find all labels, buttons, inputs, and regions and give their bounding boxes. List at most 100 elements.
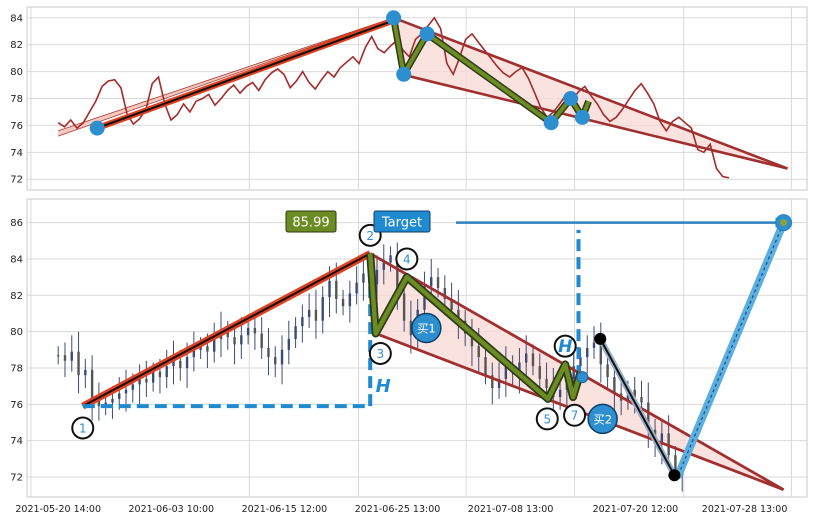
pivot-number-circle-5 bbox=[535, 407, 559, 431]
top-pivot-6 bbox=[574, 109, 590, 125]
x-tick-label-2: 2021-06-15 12:00 bbox=[242, 504, 328, 515]
black-point-1 bbox=[668, 469, 681, 482]
candle-body-16 bbox=[165, 366, 168, 378]
bottom-ytick-80: 80 bbox=[10, 327, 23, 338]
candle-body-36 bbox=[301, 317, 304, 327]
candle-body-54 bbox=[423, 286, 426, 310]
candle-body-50 bbox=[396, 255, 399, 294]
top-ytick-84: 84 bbox=[10, 13, 23, 24]
price-85-99-box bbox=[285, 210, 337, 233]
candle-body-33 bbox=[280, 349, 284, 365]
candle-body-57 bbox=[443, 288, 447, 299]
buy1-marker bbox=[411, 312, 442, 344]
candle-body-47 bbox=[375, 269, 379, 285]
candle-body-82 bbox=[613, 377, 616, 394]
candle-body-87 bbox=[647, 402, 650, 430]
candle-body-19 bbox=[185, 357, 189, 368]
candle-body-39 bbox=[321, 297, 324, 321]
bottom-ytick-86: 86 bbox=[10, 218, 23, 229]
pivot-number-circle-4 bbox=[395, 247, 419, 271]
pivot-number-3: 3 bbox=[377, 347, 385, 361]
candle-body-89 bbox=[660, 433, 664, 445]
target-label-box bbox=[373, 210, 431, 233]
candle-body-10 bbox=[124, 389, 128, 394]
candle-body-91 bbox=[674, 455, 677, 470]
candle-body-56 bbox=[436, 277, 440, 289]
candle-body-62 bbox=[477, 346, 480, 358]
annotation-labels: 85.99 Target bbox=[285, 210, 431, 233]
top-ytick-74: 74 bbox=[10, 148, 23, 159]
candle-body-78 bbox=[586, 348, 589, 358]
bottom-trend-dark bbox=[82, 252, 371, 407]
black-point-0 bbox=[594, 332, 607, 345]
candle-body-8 bbox=[111, 398, 114, 403]
bottom-ytick-76: 76 bbox=[10, 400, 23, 411]
pivot-number-circle-3 bbox=[368, 341, 392, 365]
candle-body-49 bbox=[389, 255, 392, 263]
candle-body-71 bbox=[538, 366, 541, 379]
candle-body-52 bbox=[409, 320, 413, 336]
candle-body-69 bbox=[525, 353, 528, 363]
top-trend-dark bbox=[96, 19, 394, 130]
candle-body-5 bbox=[90, 369, 94, 401]
candle-body-26 bbox=[233, 337, 236, 345]
candle-body-51 bbox=[402, 293, 406, 321]
black-leg-line bbox=[599, 338, 676, 476]
candle-body-27 bbox=[240, 335, 243, 345]
candle-body-61 bbox=[470, 333, 474, 347]
top-price-panel: 72 74 76 78 80 82 84 bbox=[10, 6, 808, 191]
candle-body-68 bbox=[518, 362, 521, 374]
x-tick-label-4: 2021-07-08 13:00 bbox=[468, 504, 554, 515]
candle-body-45 bbox=[362, 273, 365, 283]
candle-body-1 bbox=[63, 355, 67, 361]
candle-body-48 bbox=[382, 262, 385, 270]
buy2-marker bbox=[587, 403, 618, 435]
top-pivot-4 bbox=[543, 115, 559, 131]
x-tick-label-6: 2021-07-28 13:00 bbox=[702, 504, 788, 515]
x-tick-label-0: 2021-05-20 14:00 bbox=[15, 504, 101, 515]
bottom-ytick-74: 74 bbox=[10, 436, 23, 447]
candle-body-81 bbox=[606, 364, 609, 378]
bottom-zigzag-inner bbox=[367, 253, 583, 402]
candle-body-0 bbox=[57, 355, 60, 357]
top-ytick-82: 82 bbox=[10, 40, 23, 51]
top-ytick-80: 80 bbox=[10, 67, 23, 78]
x-tick-label-5: 2021-07-20 12:00 bbox=[593, 504, 679, 515]
candle-body-22 bbox=[206, 346, 209, 352]
candle-body-76 bbox=[572, 366, 575, 379]
candle-body-74 bbox=[558, 389, 562, 398]
candle-body-80 bbox=[599, 342, 603, 365]
candle-body-64 bbox=[491, 375, 494, 388]
x-tick-label-3: 2021-06-25 13:00 bbox=[355, 504, 441, 515]
candle-body-20 bbox=[192, 349, 196, 358]
candle-body-40 bbox=[328, 280, 331, 298]
target-label-text: Target bbox=[381, 216, 422, 231]
bottom-ytick-84: 84 bbox=[10, 254, 23, 265]
candle-body-14 bbox=[151, 371, 155, 383]
pivot-number-5: 5 bbox=[543, 412, 551, 426]
candle-body-13 bbox=[145, 378, 148, 383]
candle-body-18 bbox=[179, 360, 182, 368]
candle-body-85 bbox=[633, 389, 636, 398]
candle-body-86 bbox=[640, 397, 643, 403]
pivot-number-circle-7 bbox=[563, 403, 587, 427]
candle-body-15 bbox=[158, 371, 162, 378]
candle-body-44 bbox=[355, 282, 358, 294]
top-pivot-1 bbox=[386, 10, 402, 26]
candle-body-43 bbox=[348, 293, 352, 307]
candle-body-41 bbox=[335, 280, 338, 299]
pivot-number-4: 4 bbox=[403, 252, 411, 266]
price-85-99-text: 85.99 bbox=[292, 216, 329, 231]
top-pivot-2 bbox=[396, 66, 412, 82]
candle-body-4 bbox=[84, 369, 87, 376]
pivot-number-1: 1 bbox=[79, 421, 87, 435]
candle-body-23 bbox=[213, 338, 216, 352]
candle-body-58 bbox=[450, 298, 453, 310]
candle-body-72 bbox=[545, 378, 548, 388]
bottom-ytick-72: 72 bbox=[10, 473, 23, 484]
candle-body-38 bbox=[314, 309, 318, 321]
buy1-label: 买1 bbox=[417, 322, 436, 336]
candle-body-11 bbox=[131, 384, 135, 390]
candle-body-6 bbox=[97, 400, 101, 407]
